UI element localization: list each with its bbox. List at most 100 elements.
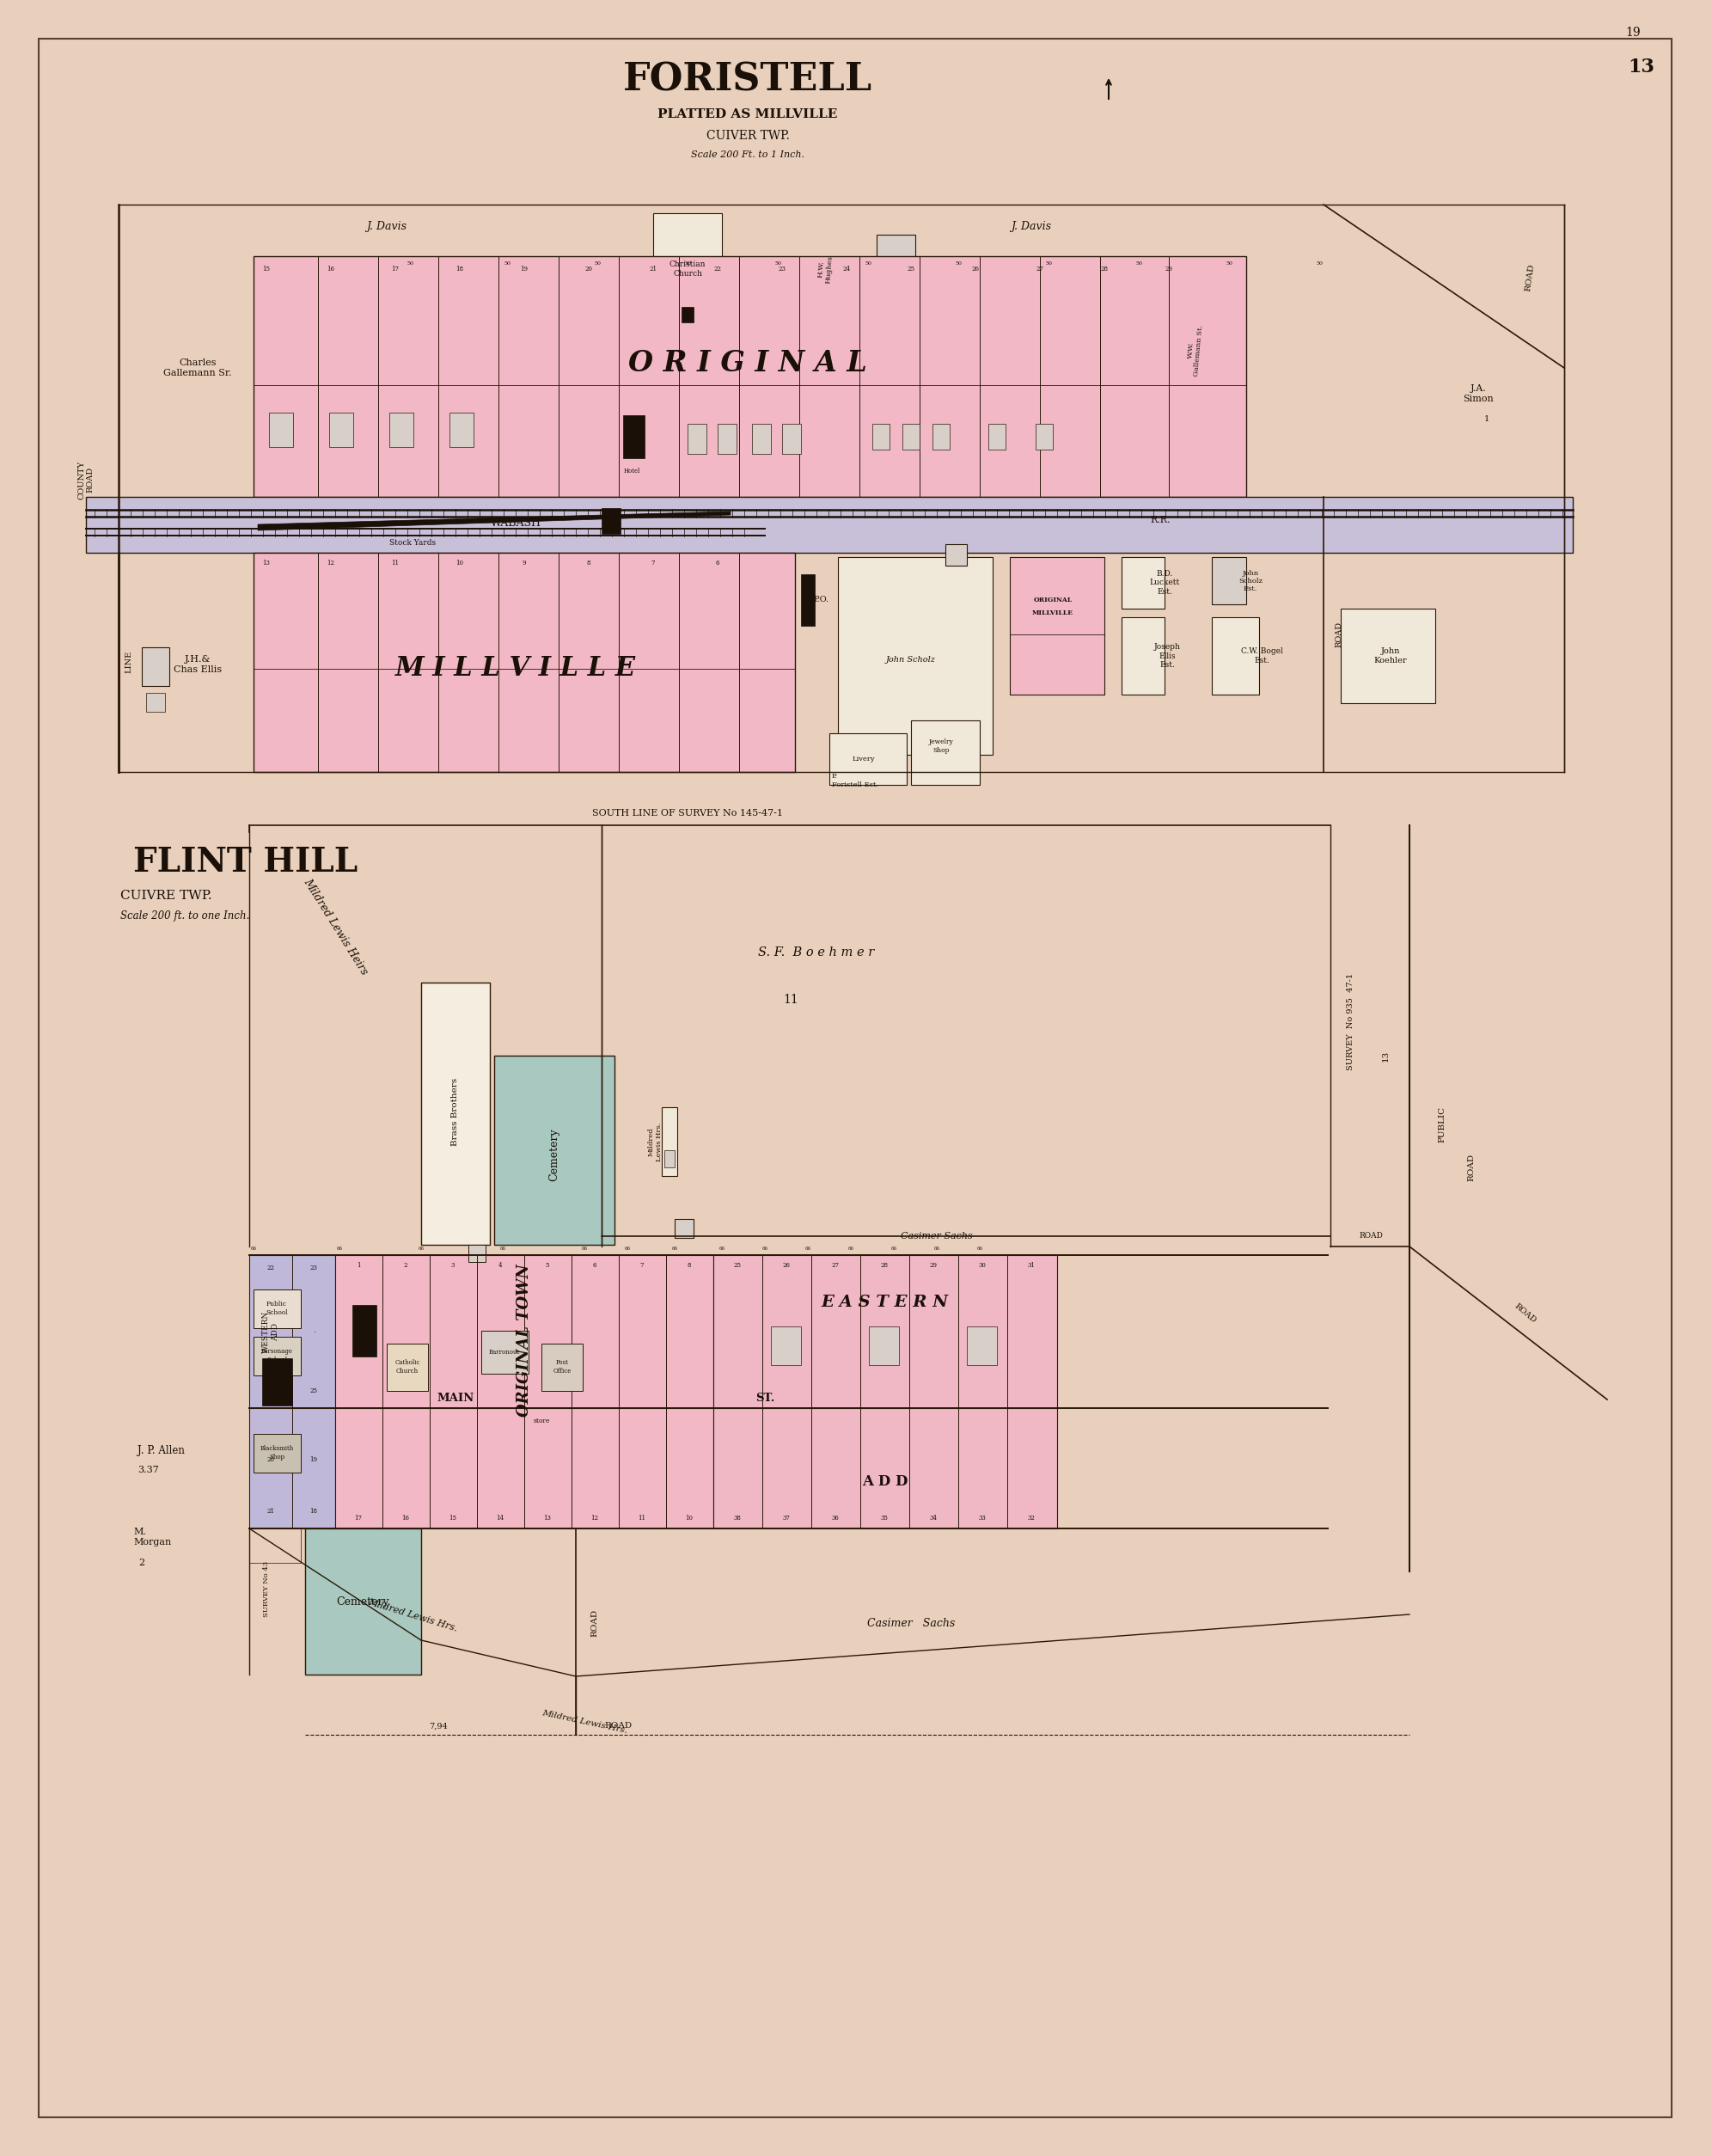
Text: Cemetery: Cemetery	[336, 1595, 389, 1606]
Text: Mildred Lewis Hrs.: Mildred Lewis Hrs.	[366, 1598, 459, 1634]
Text: 1: 1	[1484, 416, 1489, 423]
Bar	[663, 1108, 678, 1175]
Text: LINE: LINE	[125, 651, 134, 673]
Text: P.
Foristell Est.: P. Foristell Est.	[832, 774, 878, 787]
Text: 21: 21	[267, 1507, 274, 1516]
Bar	[253, 552, 794, 772]
Text: Mildred Lewis Heirs: Mildred Lewis Heirs	[301, 877, 370, 977]
Text: M I L L V I L L E: M I L L V I L L E	[395, 655, 637, 681]
Bar	[623, 416, 645, 459]
Text: 50: 50	[774, 261, 781, 265]
Text: 16: 16	[402, 1516, 409, 1522]
Text: 3: 3	[450, 1261, 455, 1270]
Text: 50: 50	[685, 261, 692, 265]
Text: 25: 25	[310, 1388, 317, 1395]
Text: PLATTED AS MILLVILLE: PLATTED AS MILLVILLE	[657, 108, 837, 121]
Text: 66: 66	[805, 1246, 811, 1250]
Text: 66: 66	[762, 1246, 769, 1250]
Text: SOUTH LINE OF SURVEY No 145-47-1: SOUTH LINE OF SURVEY No 145-47-1	[592, 808, 782, 817]
Text: 18: 18	[455, 265, 464, 272]
Text: 19: 19	[310, 1455, 317, 1464]
Text: 25: 25	[907, 265, 914, 272]
Text: 26: 26	[782, 1261, 791, 1270]
Bar	[253, 1434, 301, 1473]
Bar	[801, 573, 815, 625]
Text: 9: 9	[522, 561, 526, 567]
Text: WESTERN
ADD: WESTERN ADD	[262, 1311, 279, 1352]
Text: Parsonage
School: Parsonage School	[260, 1348, 293, 1363]
Text: 14: 14	[496, 1516, 503, 1522]
Text: H.W.
Hughes: H.W. Hughes	[817, 254, 834, 285]
Text: 13: 13	[1382, 1050, 1388, 1061]
Text: Casimer   Sachs: Casimer Sachs	[866, 1617, 955, 1628]
Text: 50: 50	[865, 261, 871, 265]
Text: 50: 50	[955, 261, 962, 265]
Text: 19: 19	[520, 265, 527, 272]
Bar	[1212, 556, 1246, 604]
Text: 23: 23	[779, 265, 786, 272]
Text: 11: 11	[639, 1516, 645, 1522]
Text: Joseph
Ellis
Est.: Joseph Ellis Est.	[1154, 642, 1180, 668]
Text: Livery: Livery	[853, 755, 875, 763]
Bar	[250, 1529, 301, 1563]
Text: store: store	[532, 1416, 550, 1425]
Text: 66: 66	[625, 1246, 630, 1250]
Text: R.R.: R.R.	[1150, 515, 1171, 524]
Text: CUIVER TWP.: CUIVER TWP.	[705, 129, 789, 142]
Text: 66: 66	[337, 1246, 342, 1250]
Text: 16: 16	[327, 265, 336, 272]
Bar	[1121, 617, 1164, 694]
Bar	[902, 425, 919, 451]
Text: 8: 8	[587, 561, 591, 567]
Text: E A S T E R N: E A S T E R N	[822, 1294, 948, 1311]
Bar	[389, 412, 413, 446]
Text: 50: 50	[1317, 261, 1323, 265]
Bar	[688, 425, 707, 455]
Polygon shape	[259, 511, 731, 530]
Bar	[1010, 556, 1104, 694]
Text: 27: 27	[832, 1261, 839, 1270]
Text: WABASH: WABASH	[490, 517, 541, 528]
Text: ROAD: ROAD	[591, 1608, 599, 1636]
Text: 10: 10	[685, 1516, 693, 1522]
Text: 24: 24	[267, 1388, 274, 1395]
Text: 29: 29	[930, 1261, 936, 1270]
Text: J.A.
Simon: J.A. Simon	[1462, 384, 1493, 403]
Bar	[601, 509, 620, 535]
Text: FORISTELL: FORISTELL	[623, 63, 873, 99]
Text: 11: 11	[782, 994, 798, 1007]
Text: 50: 50	[503, 261, 510, 265]
Text: Mildred
Lewis Hrs.: Mildred Lewis Hrs.	[647, 1121, 663, 1162]
Text: Brass Brothers: Brass Brothers	[452, 1078, 459, 1145]
Text: SURVEY No 43: SURVEY No 43	[264, 1561, 270, 1617]
Text: 25: 25	[733, 1261, 741, 1270]
Bar	[541, 1343, 582, 1391]
Text: 66: 66	[500, 1246, 505, 1250]
Text: 27: 27	[1036, 265, 1044, 272]
Text: John
Koehler: John Koehler	[1375, 647, 1407, 664]
Text: 35: 35	[880, 1516, 889, 1522]
Text: 6: 6	[716, 561, 719, 567]
Text: 33: 33	[979, 1516, 986, 1522]
Text: 15: 15	[449, 1516, 457, 1522]
Text: 34: 34	[930, 1516, 936, 1522]
Text: 66: 66	[582, 1246, 587, 1250]
Bar	[945, 543, 967, 565]
Bar	[877, 235, 916, 287]
Text: S. F.  B o e h m e r: S. F. B o e h m e r	[758, 946, 875, 959]
Text: 10: 10	[455, 561, 464, 567]
Text: P.O.: P.O.	[813, 597, 829, 604]
Text: 66: 66	[250, 1246, 257, 1250]
Text: 20: 20	[586, 265, 592, 272]
Text: 4: 4	[498, 1261, 502, 1270]
Text: 50: 50	[1226, 261, 1233, 265]
Text: ORIGINAL: ORIGINAL	[1034, 597, 1072, 604]
Bar	[495, 1056, 615, 1244]
Bar	[1121, 556, 1164, 608]
Text: 50: 50	[406, 261, 413, 265]
Bar	[911, 720, 979, 785]
Text: 50: 50	[594, 261, 601, 265]
Text: 30: 30	[979, 1261, 986, 1270]
Bar	[421, 983, 490, 1244]
Bar	[469, 1244, 486, 1261]
